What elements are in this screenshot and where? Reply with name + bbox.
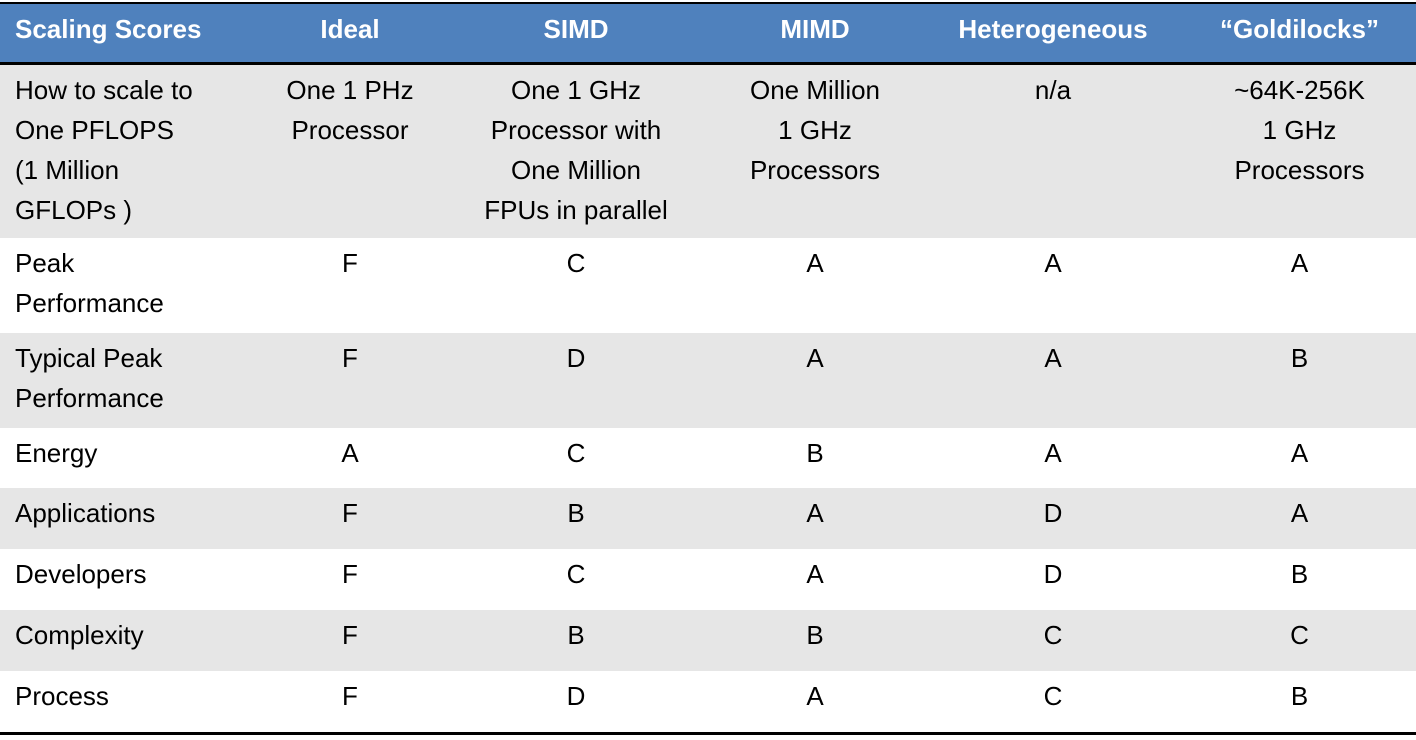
- score-cell: B: [1183, 671, 1416, 734]
- row-label: Energy: [0, 428, 255, 488]
- header-row: Scaling Scores Ideal SIMD MIMD Heterogeneous…: [0, 3, 1416, 65]
- score-cell: F: [255, 610, 445, 671]
- score-cell: D: [923, 549, 1183, 610]
- table-row: Energy A C B A A: [0, 428, 1416, 488]
- score-cell: n/a: [923, 63, 1183, 238]
- header-cell: Scaling Scores: [0, 3, 255, 65]
- table-row: Process F D A C B: [0, 671, 1416, 734]
- score-cell: B: [1183, 333, 1416, 428]
- score-cell: F: [255, 333, 445, 428]
- score-cell: F: [255, 549, 445, 610]
- row-label: Complexity: [0, 610, 255, 671]
- header-cell: MIMD: [707, 3, 923, 65]
- score-cell: One Million 1 GHz Processors: [707, 63, 923, 238]
- row-label: How to scale to One PFLOPS (1 Million GF…: [0, 63, 255, 238]
- score-cell: B: [1183, 549, 1416, 610]
- score-cell: A: [255, 428, 445, 488]
- score-cell: C: [1183, 610, 1416, 671]
- row-label: Process: [0, 671, 255, 734]
- table-row: Developers F C A D B: [0, 549, 1416, 610]
- table-row: Complexity F B B C C: [0, 610, 1416, 671]
- row-label: Applications: [0, 488, 255, 549]
- score-cell: One 1 GHz Processor with One Million FPU…: [445, 63, 707, 238]
- score-cell: A: [923, 428, 1183, 488]
- header-cell: SIMD: [445, 3, 707, 65]
- score-cell: A: [707, 238, 923, 333]
- score-cell: A: [1183, 428, 1416, 488]
- header-cell: Heterogeneous: [923, 3, 1183, 65]
- score-cell: D: [445, 671, 707, 734]
- score-cell: A: [1183, 488, 1416, 549]
- table-row: Typical Peak Performance F D A A B: [0, 333, 1416, 428]
- score-cell: B: [445, 610, 707, 671]
- header-cell: “Goldilocks”: [1183, 3, 1416, 65]
- row-label: Typical Peak Performance: [0, 333, 255, 428]
- table-row: Applications F B A D A: [0, 488, 1416, 549]
- score-cell: ~64K-256K 1 GHz Processors: [1183, 63, 1416, 238]
- table-row: Peak Performance F C A A A: [0, 238, 1416, 333]
- score-cell: F: [255, 238, 445, 333]
- score-cell: B: [707, 610, 923, 671]
- score-cell: A: [923, 238, 1183, 333]
- score-cell: A: [707, 549, 923, 610]
- table-row: How to scale to One PFLOPS (1 Million GF…: [0, 63, 1416, 238]
- row-label: Developers: [0, 549, 255, 610]
- score-cell: B: [707, 428, 923, 488]
- score-cell: A: [707, 333, 923, 428]
- score-cell: A: [1183, 238, 1416, 333]
- score-cell: C: [445, 428, 707, 488]
- score-cell: C: [923, 610, 1183, 671]
- score-cell: One 1 PHz Processor: [255, 63, 445, 238]
- score-cell: F: [255, 671, 445, 734]
- score-cell: D: [445, 333, 707, 428]
- score-cell: A: [707, 671, 923, 734]
- row-label: Peak Performance: [0, 238, 255, 333]
- score-cell: C: [445, 238, 707, 333]
- score-cell: B: [445, 488, 707, 549]
- score-cell: C: [923, 671, 1183, 734]
- header-cell: Ideal: [255, 3, 445, 65]
- score-cell: F: [255, 488, 445, 549]
- score-cell: A: [707, 488, 923, 549]
- score-cell: C: [445, 549, 707, 610]
- score-cell: D: [923, 488, 1183, 549]
- score-cell: A: [923, 333, 1183, 428]
